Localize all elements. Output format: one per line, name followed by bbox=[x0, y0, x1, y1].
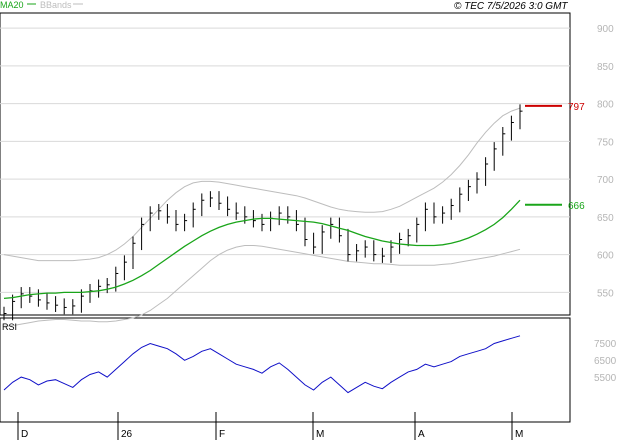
rsi-y-axis: 7500 6500 5500 bbox=[594, 339, 617, 384]
rsi-tick-label: 7500 bbox=[594, 339, 617, 350]
price-bars bbox=[3, 104, 523, 321]
x-tick-label: M bbox=[515, 429, 523, 440]
level-label: 666 bbox=[568, 201, 585, 212]
x-tick-label: A bbox=[418, 429, 425, 440]
price-tick-label: 550 bbox=[597, 288, 614, 299]
price-tick-label: 800 bbox=[597, 100, 614, 111]
x-axis: D 26 F M A M bbox=[17, 412, 523, 440]
x-tick-label: D bbox=[21, 429, 28, 440]
ma20-line bbox=[3, 199, 521, 300]
bollinger-bands bbox=[3, 107, 521, 327]
price-y-axis: 550 600 650 700 750 800 850 900 bbox=[597, 24, 614, 299]
bbands-legend-label: BBands bbox=[40, 0, 72, 10]
x-tick-label: 26 bbox=[121, 429, 133, 440]
bband-upper-line bbox=[3, 107, 521, 262]
rsi-path bbox=[3, 335, 521, 394]
rsi-tick-label: 6500 bbox=[594, 356, 617, 367]
price-tick-label: 600 bbox=[597, 251, 614, 262]
ma-legend-label: MA20 bbox=[0, 0, 24, 10]
x-tick-label: F bbox=[219, 429, 225, 440]
price-tick-label: 750 bbox=[597, 137, 614, 148]
ma20-path bbox=[3, 199, 521, 300]
rsi-panel-frame bbox=[0, 317, 571, 423]
price-tick-label: 850 bbox=[597, 62, 614, 73]
price-tick-label: 700 bbox=[597, 175, 614, 186]
rsi-tick-label: 5500 bbox=[594, 373, 617, 384]
price-levels: 797 666 bbox=[525, 102, 585, 212]
price-gridlines bbox=[0, 27, 570, 293]
bband-lower-line bbox=[3, 245, 521, 327]
price-panel-frame bbox=[0, 12, 571, 316]
price-tick-label: 650 bbox=[597, 213, 614, 224]
x-tick-label: M bbox=[316, 429, 324, 440]
rsi-line bbox=[3, 335, 521, 394]
price-tick-label: 900 bbox=[597, 24, 614, 35]
copyright-text: © TEC 7/5/2026 3:0 GMT bbox=[454, 1, 568, 12]
rsi-panel-title: RSI bbox=[2, 322, 17, 332]
level-label: 797 bbox=[568, 102, 585, 113]
